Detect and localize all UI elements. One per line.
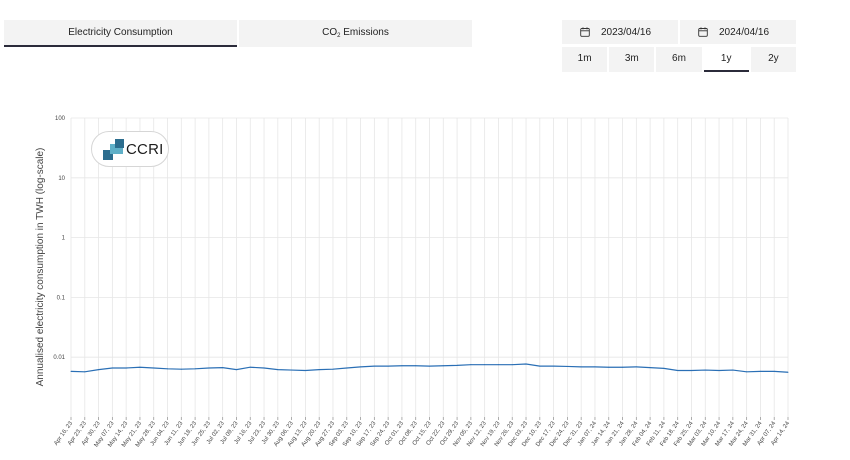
data-point <box>456 364 458 366</box>
data-point <box>429 365 430 367</box>
data-point <box>470 364 472 366</box>
data-point <box>401 365 403 367</box>
data-point <box>332 368 334 370</box>
data-point <box>360 366 362 368</box>
y-tick-label: 10 <box>58 176 65 182</box>
data-point <box>70 370 72 372</box>
data-point <box>566 365 568 367</box>
data-point <box>98 369 100 371</box>
data-point <box>497 364 499 366</box>
data-point <box>649 367 651 369</box>
data-point <box>442 365 444 367</box>
data-point <box>277 369 279 371</box>
data-point <box>167 368 169 370</box>
range-2y-button[interactable]: 2y <box>750 47 797 72</box>
data-point <box>387 365 389 367</box>
data-point <box>663 367 665 369</box>
data-point <box>235 369 237 371</box>
data-point <box>746 371 748 373</box>
data-point <box>84 371 86 373</box>
range-1m-button[interactable]: 1m <box>562 47 608 72</box>
data-point <box>318 369 320 371</box>
data-point <box>249 366 251 368</box>
data-point <box>373 365 375 367</box>
data-point <box>553 365 555 367</box>
calendar-icon <box>698 27 708 37</box>
data-point <box>608 366 610 368</box>
end-date-field[interactable]: 2024/04/16 <box>680 20 796 44</box>
data-point <box>511 364 513 366</box>
chart-grid <box>70 117 789 417</box>
data-point <box>759 370 761 372</box>
data-point <box>346 367 348 369</box>
ccri-logo-text: CCRI <box>126 140 164 158</box>
start-date-value: 2023/04/16 <box>601 26 652 38</box>
tab-co2-emissions[interactable]: CO2 Emissions <box>239 20 472 47</box>
y-tick-label: 100 <box>55 116 66 122</box>
data-point <box>525 363 527 365</box>
data-point <box>415 365 417 367</box>
y-tick-label: 1 <box>62 236 66 242</box>
data-point <box>677 369 679 371</box>
tab-electricity-consumption[interactable]: Electricity Consumption <box>4 20 237 47</box>
data-point <box>194 368 196 370</box>
data-point <box>690 369 692 371</box>
data-point <box>622 366 624 368</box>
data-point <box>291 369 293 371</box>
data-point <box>180 368 182 370</box>
data-point <box>304 369 306 371</box>
data-point <box>539 365 541 367</box>
range-3m-button[interactable]: 3m <box>609 47 655 72</box>
series-points <box>70 363 789 373</box>
y-tick-label: 0.01 <box>53 355 65 361</box>
data-point <box>773 370 775 372</box>
metric-tabs: Electricity Consumption CO2 Emissions <box>4 20 472 47</box>
data-point <box>484 364 486 366</box>
y-axis-label: Annualised electricity consumption in TW… <box>35 148 46 387</box>
end-date-value: 2024/04/16 <box>719 26 770 38</box>
data-point <box>580 366 582 368</box>
data-point <box>787 371 789 373</box>
range-1y-button[interactable]: 1y <box>703 47 749 72</box>
data-point <box>635 366 637 368</box>
data-point <box>263 367 265 369</box>
range-6m-button[interactable]: 6m <box>656 47 702 72</box>
ccri-logo: CCRI <box>91 131 169 167</box>
data-point <box>732 369 734 371</box>
y-tick-label: 0.1 <box>57 295 66 301</box>
y-axis: 100 10 1 0.1 0.01 <box>53 116 65 361</box>
data-point <box>125 367 127 369</box>
data-point <box>222 367 224 369</box>
data-point <box>111 367 113 369</box>
data-point <box>594 366 596 368</box>
start-date-field[interactable]: 2023/04/16 <box>562 20 678 44</box>
data-point <box>704 369 706 371</box>
data-point <box>208 367 210 369</box>
data-point <box>153 367 155 369</box>
data-point <box>718 369 720 371</box>
data-point <box>139 366 141 368</box>
ccri-logo-icon <box>103 138 124 160</box>
date-range-picker: 2023/04/16 2024/04/16 <box>562 20 796 44</box>
tab-electricity-label: Electricity Consumption <box>68 27 173 38</box>
tab-emissions-label: CO2 Emissions <box>322 26 389 39</box>
range-selector: 1m 3m 6m 1y 2y <box>562 47 797 72</box>
calendar-icon <box>580 27 590 37</box>
